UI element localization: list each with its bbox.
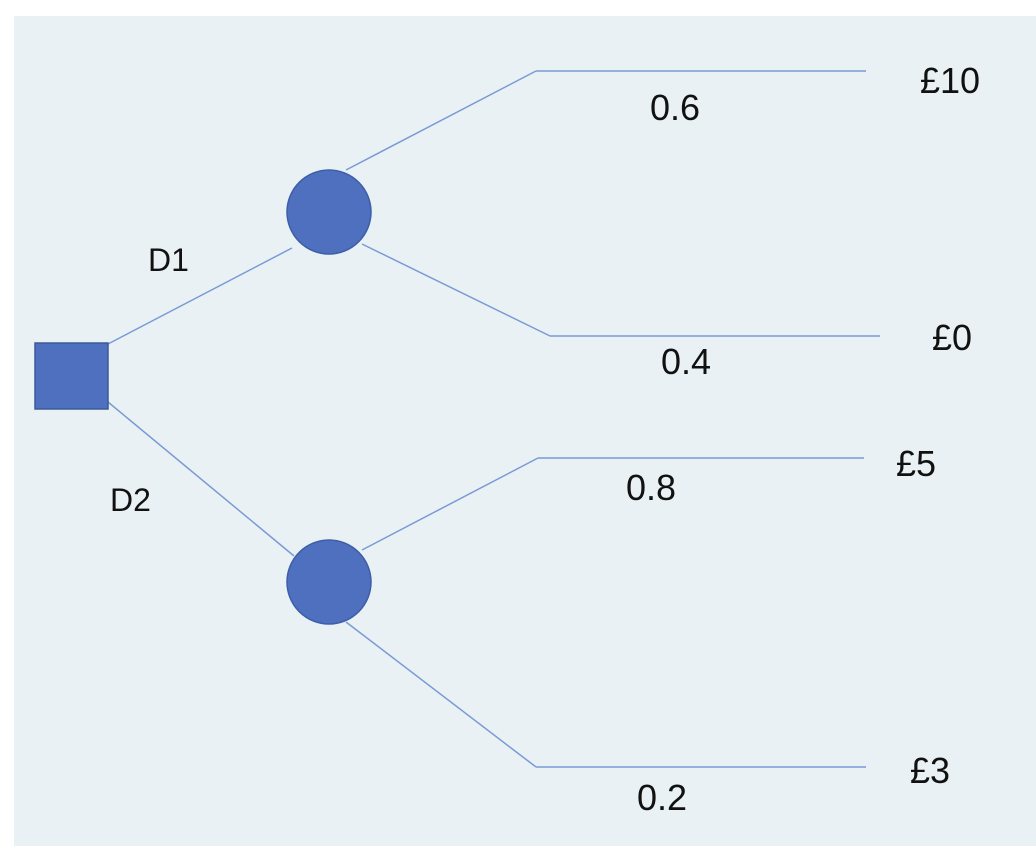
payoff-label: £10 bbox=[920, 60, 980, 101]
decision-label-d2: D2 bbox=[110, 482, 151, 518]
probability-label: 0.8 bbox=[626, 467, 676, 508]
edge-d2 bbox=[107, 401, 295, 557]
chance-node-d2 bbox=[286, 539, 372, 625]
payoff-label: £5 bbox=[896, 443, 936, 484]
payoff-label: £0 bbox=[932, 317, 972, 358]
edge-outcome-3-diag bbox=[361, 457, 539, 551]
probability-label: 0.6 bbox=[650, 87, 700, 128]
edge-outcome-2-diag bbox=[361, 243, 551, 337]
probability-label: 0.4 bbox=[661, 341, 711, 382]
decision-label-d1: D1 bbox=[148, 242, 189, 278]
decision-node-square bbox=[34, 342, 109, 410]
edge-outcome-4-diag bbox=[345, 621, 537, 768]
probability-label: 0.2 bbox=[637, 777, 687, 818]
edge-outcome-1-diag bbox=[345, 70, 537, 171]
chance-node-d1 bbox=[286, 169, 372, 255]
diagram-panel bbox=[14, 16, 1036, 846]
edge-d1 bbox=[107, 247, 293, 345]
payoff-label: £3 bbox=[910, 750, 950, 791]
